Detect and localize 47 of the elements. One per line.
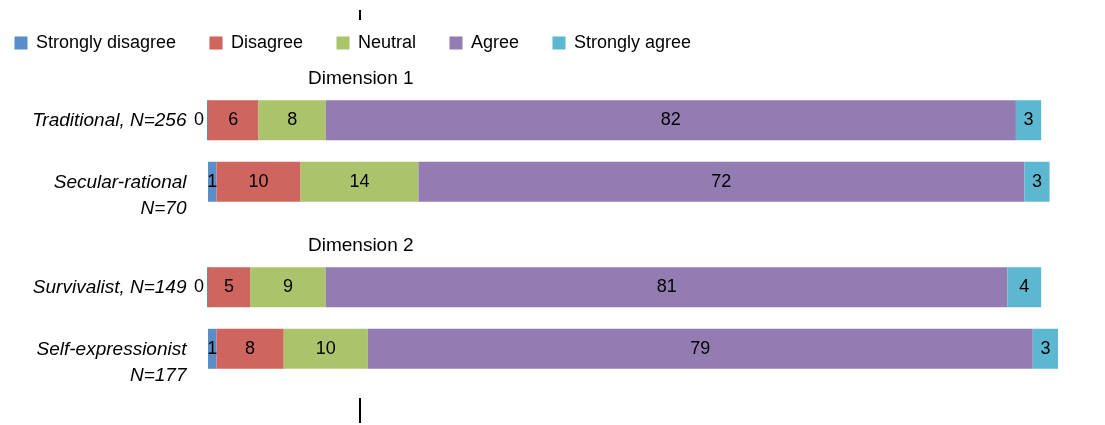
data-label: 3: [1040, 337, 1051, 358]
legend-label: Strongly disagree: [36, 32, 177, 52]
bar: [208, 267, 251, 308]
chart-title: Dimension 2: [308, 234, 414, 255]
bar: [325, 100, 1016, 141]
data-label: 8: [245, 337, 256, 358]
bar: [283, 328, 368, 369]
bar: [1024, 161, 1050, 202]
bar: [300, 161, 419, 202]
data-label: 14: [349, 170, 370, 191]
chart-title: Dimension 1: [308, 67, 414, 88]
data-label: 9: [282, 276, 293, 297]
bar: [325, 267, 1008, 308]
data-label: 8: [287, 109, 298, 130]
legend-label: Neutral: [358, 32, 417, 52]
bar: [250, 267, 326, 308]
bar: [1032, 328, 1058, 369]
y-tick-label: Self-expressionist N=177: [36, 337, 188, 385]
data-label: 0: [193, 276, 204, 297]
bar: [208, 100, 259, 141]
bar: [367, 328, 1033, 369]
data-label: 10: [248, 170, 269, 191]
data-label: 0: [193, 109, 204, 130]
data-label: 3: [1023, 109, 1034, 130]
bar: [1015, 100, 1042, 141]
data-label: 3: [1031, 170, 1042, 191]
y-tick-label: Survivalist, N=149: [32, 276, 187, 298]
legend-label: Disagree: [231, 32, 304, 52]
bar: [1007, 267, 1042, 308]
bar: [216, 161, 301, 202]
data-label: 72: [711, 170, 732, 191]
data-label: 4: [1019, 276, 1030, 297]
bar: [216, 328, 284, 369]
legend-label: Strongly agree: [574, 32, 692, 52]
data-label: 6: [228, 109, 239, 130]
y-tick-label: Traditional, N=256: [32, 109, 187, 131]
data-label: 1: [207, 170, 218, 191]
data-label: 1: [207, 337, 218, 358]
data-label: 5: [224, 276, 235, 297]
bar: [418, 161, 1025, 202]
data-label: 79: [690, 337, 711, 358]
data-label: 82: [660, 109, 681, 130]
y-tick-label: Secular-rational N=70: [53, 170, 188, 218]
data-label: 81: [656, 276, 677, 297]
legend-label: Agree: [471, 32, 520, 52]
data-label: 10: [315, 337, 336, 358]
bar: [258, 100, 326, 141]
